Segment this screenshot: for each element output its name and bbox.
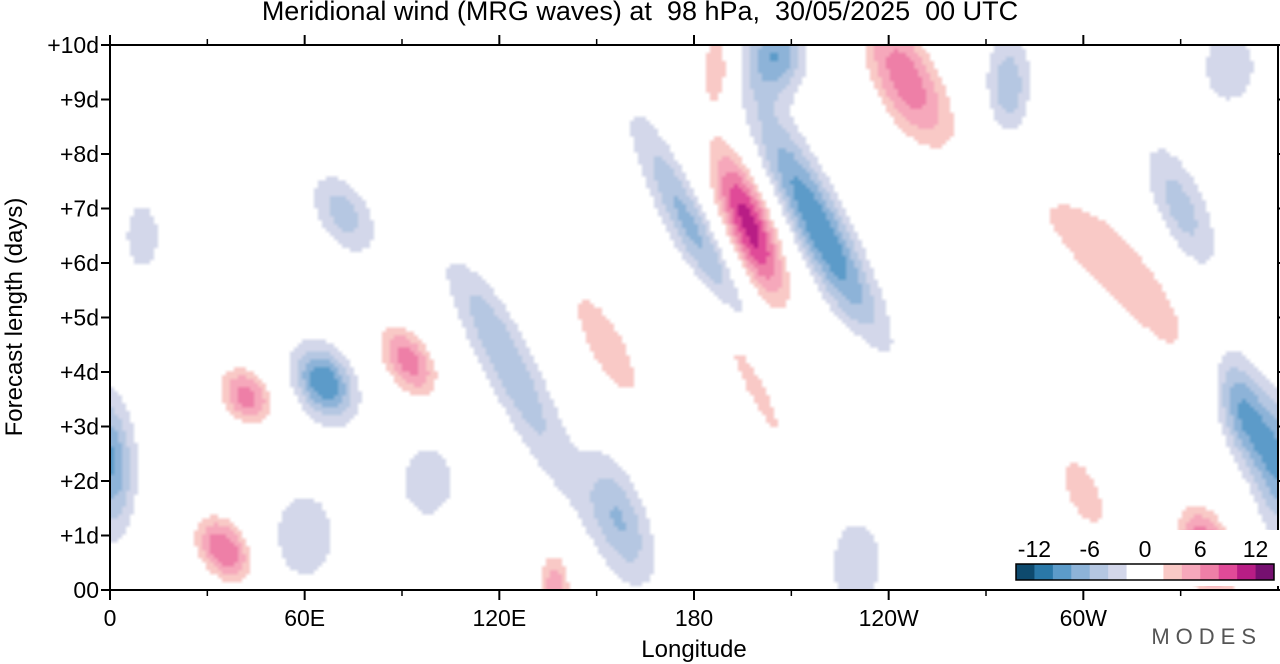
colorbar-swatch — [1200, 564, 1220, 580]
y-tick-label: +10d — [47, 32, 99, 58]
y-tick-label: +3d — [60, 414, 99, 440]
x-tick-label: 60E — [284, 605, 325, 631]
x-tick-label: 120E — [472, 605, 526, 631]
colorbar-swatch — [1034, 564, 1054, 580]
x-axis: 0 60E 120E 180 120W 60W — [104, 35, 1182, 631]
x-tick-label: 0 — [104, 605, 117, 631]
colorbar-frame — [1015, 563, 1275, 581]
colorbar-swatch — [1016, 564, 1035, 580]
y-axis: 00 +1d +2d +3d +4d +5d +6d +7d +8d +9d +10d — [47, 32, 1280, 603]
y-tick-label: 00 — [73, 577, 99, 603]
colorbar: -12 -6 0 6 12 — [1008, 530, 1280, 586]
colorbar-tick-label: -6 — [1079, 536, 1099, 562]
colorbar-swatch — [1052, 564, 1072, 580]
colorbar-tick-label: 12 — [1243, 536, 1269, 562]
y-tick-label: +7d — [60, 196, 99, 222]
y-tick-label: +8d — [60, 141, 99, 167]
colorbar-swatch — [1181, 564, 1201, 580]
colorbar-swatch — [1218, 564, 1238, 580]
colorbar-swatch — [1089, 564, 1109, 580]
y-tick-label: +4d — [60, 359, 99, 385]
colorbar-swatch — [1163, 564, 1183, 580]
x-axis-label: Longitude — [641, 636, 746, 663]
wind-field-image — [110, 45, 1278, 590]
y-tick-label: +5d — [60, 305, 99, 331]
y-tick-label: +6d — [60, 250, 99, 276]
x-tick-label: 60W — [1060, 605, 1108, 631]
x-tick-label: 120W — [859, 605, 919, 631]
colorbar-swatch — [1108, 564, 1127, 580]
y-tick-label: +9d — [60, 87, 99, 113]
colorbar-tick-label: 0 — [1139, 536, 1152, 562]
y-axis-label: Forecast length (days) — [1, 198, 28, 437]
colorbar-swatch — [1237, 564, 1256, 580]
y-tick-label: +2d — [60, 468, 99, 494]
brand-logo: MODES — [1151, 624, 1262, 649]
y-tick-label: +1d — [60, 523, 99, 549]
colorbar-swatch — [1071, 564, 1091, 580]
colorbar-swatch — [1145, 564, 1164, 580]
contour-field — [110, 45, 1278, 590]
colorbar-tick-label: -12 — [1018, 536, 1051, 562]
colorbar-tick-label: 6 — [1194, 536, 1207, 562]
colorbar-swatch — [1126, 564, 1146, 580]
colorbar-swatch — [1255, 564, 1275, 580]
chart-title: Meridional wind (MRG waves) at 98 hPa, 3… — [261, 0, 1019, 26]
x-tick-label: 180 — [675, 605, 713, 631]
